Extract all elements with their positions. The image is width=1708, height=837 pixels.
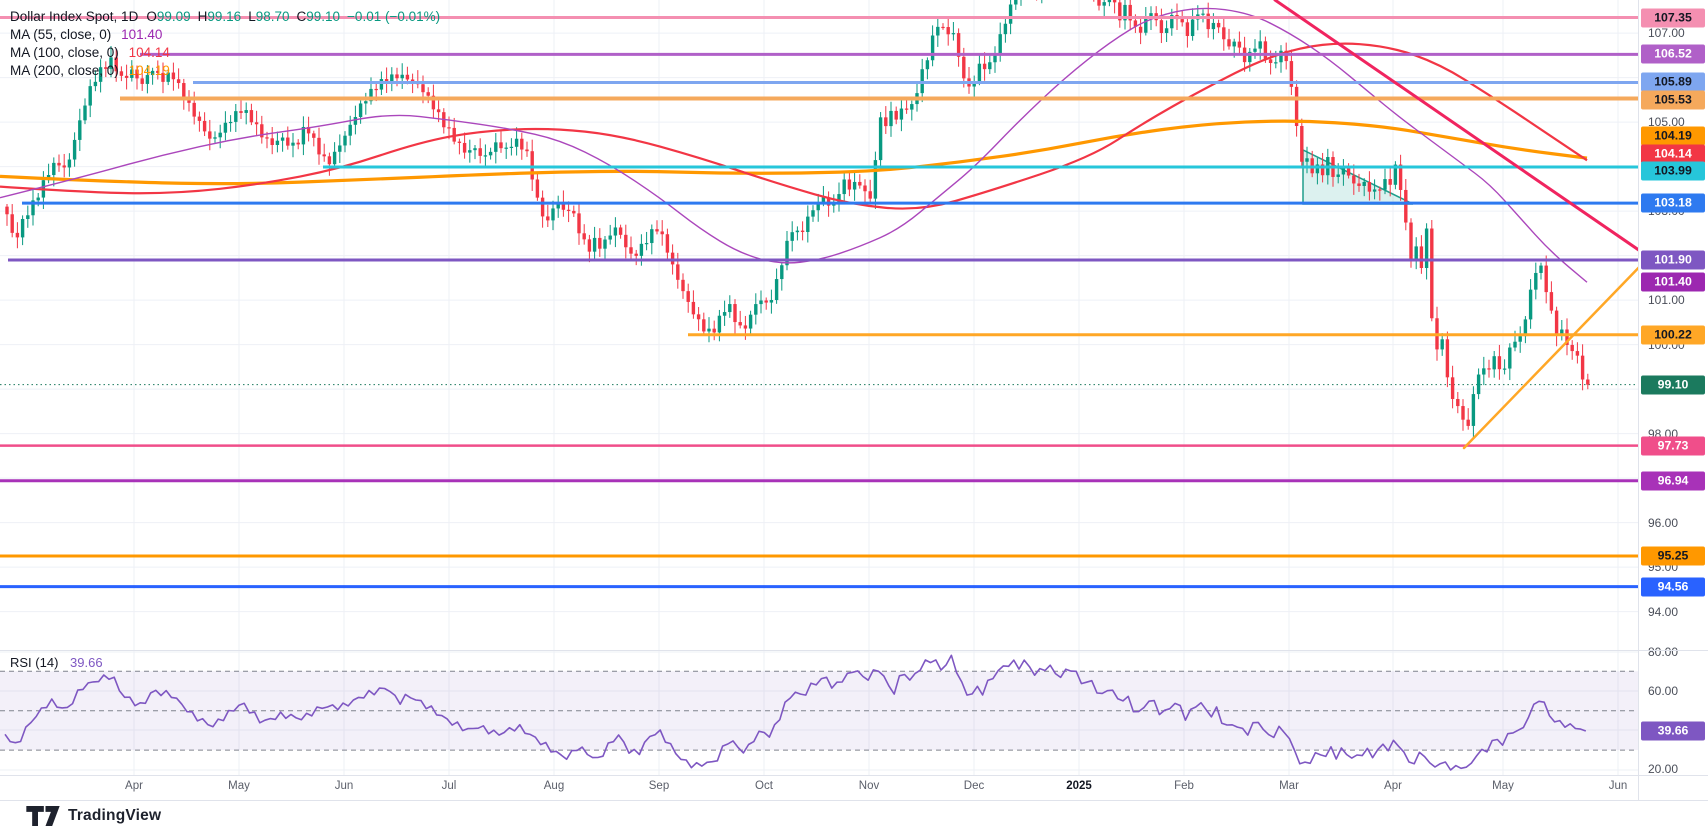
price-label-badge: 106.52	[1641, 44, 1705, 64]
price-axis-label: 101.00	[1648, 293, 1685, 308]
time-axis-label: Sep	[648, 780, 670, 792]
price-axis-label: 107.00	[1648, 26, 1685, 41]
price-label-badge: 103.18	[1641, 193, 1705, 213]
price-label-badge: 104.14	[1641, 144, 1705, 164]
chart-bottom-border	[0, 800, 1708, 801]
time-axis-label: May	[228, 780, 250, 792]
price-label-badge: 39.66	[1641, 721, 1705, 741]
time-axis-label: Apr	[1384, 780, 1402, 792]
price-label-badge: 103.99	[1641, 161, 1705, 181]
time-axis-label: Mar	[1279, 780, 1299, 792]
ma100-value: 104.14	[128, 45, 170, 60]
ma55-label: MA (55, close, 0)	[10, 27, 112, 42]
time-axis-label: Jun	[334, 780, 354, 792]
price-label-badge: 107.35	[1641, 8, 1705, 28]
price-label-badge: 104.19	[1641, 126, 1705, 146]
price-label-badge: 101.90	[1641, 250, 1705, 270]
time-axis-label: Feb	[1174, 780, 1194, 792]
ma200-value: 104.19	[128, 63, 170, 78]
ma55-value: 101.40	[121, 27, 163, 42]
rsi-label: RSI (14)	[10, 655, 59, 670]
ma100-legend-row[interactable]: MA (100, close, 0) 104.14	[10, 44, 440, 62]
ma100-label: MA (100, close, 0)	[10, 45, 119, 60]
price-label-badge: 95.25	[1641, 546, 1705, 566]
price-axis-label: 105.00	[1648, 115, 1685, 130]
price-label-badge: 99.10	[1641, 375, 1705, 395]
price-axis-separator[interactable]	[1638, 0, 1639, 800]
tradingview-logo[interactable]: TradingView	[26, 806, 161, 826]
tradingview-logo-icon	[26, 806, 60, 826]
time-axis-label: Nov	[858, 780, 880, 792]
tradingview-logo-text: TradingView	[68, 807, 162, 824]
time-axis-label: Dec	[963, 780, 985, 792]
symbol-title: Dollar Index Spot, 1D	[10, 9, 139, 24]
ma200-label: MA (200, close, 0)	[10, 63, 119, 78]
time-axis-label: Jul	[441, 780, 457, 792]
pane-separator[interactable]	[0, 650, 1708, 651]
time-axis-label: Oct	[755, 780, 773, 792]
symbol-title-row[interactable]: Dollar Index Spot, 1D O99.09 H99.16 L98.70 C…	[10, 8, 440, 26]
price-label-badge: 97.73	[1641, 436, 1705, 456]
rsi-value: 39.66	[70, 655, 103, 670]
price-axis-label: 94.00	[1648, 604, 1679, 619]
time-axis-label: May	[1492, 780, 1514, 792]
price-label-badge: 105.89	[1641, 72, 1705, 92]
ma200-legend-row[interactable]: MA (200, close, 0) 104.19	[10, 62, 440, 80]
price-label-badge: 100.22	[1641, 325, 1705, 345]
rsi-axis-label: 60.00	[1648, 684, 1679, 698]
ohlc-values: O99.09 H99.16 L98.70 C99.10 −0.01 (−0.01%)	[146, 9, 441, 24]
chart-legend: Dollar Index Spot, 1D O99.09 H99.16 L98.70 C…	[10, 8, 440, 80]
time-axis-label: Aug	[543, 780, 565, 792]
ma55-legend-row[interactable]: MA (55, close, 0) 101.40	[10, 26, 440, 44]
price-label-badge: 94.56	[1641, 577, 1705, 597]
price-label-badge: 101.40	[1641, 272, 1705, 292]
time-axis-label: Jun	[1608, 780, 1628, 792]
time-axis-separator	[0, 775, 1708, 776]
price-label-badge: 96.94	[1641, 471, 1705, 491]
rsi-axis-label: 20.00	[1648, 762, 1679, 776]
rsi-axis-label: 80.00	[1648, 645, 1679, 659]
price-axis-label: 96.00	[1648, 515, 1679, 530]
rsi-legend-row[interactable]: RSI (14) 39.66	[10, 655, 103, 670]
time-axis-label: Apr	[125, 780, 143, 792]
time-axis-label: 2025	[1066, 780, 1092, 792]
price-label-badge: 105.53	[1641, 90, 1705, 110]
